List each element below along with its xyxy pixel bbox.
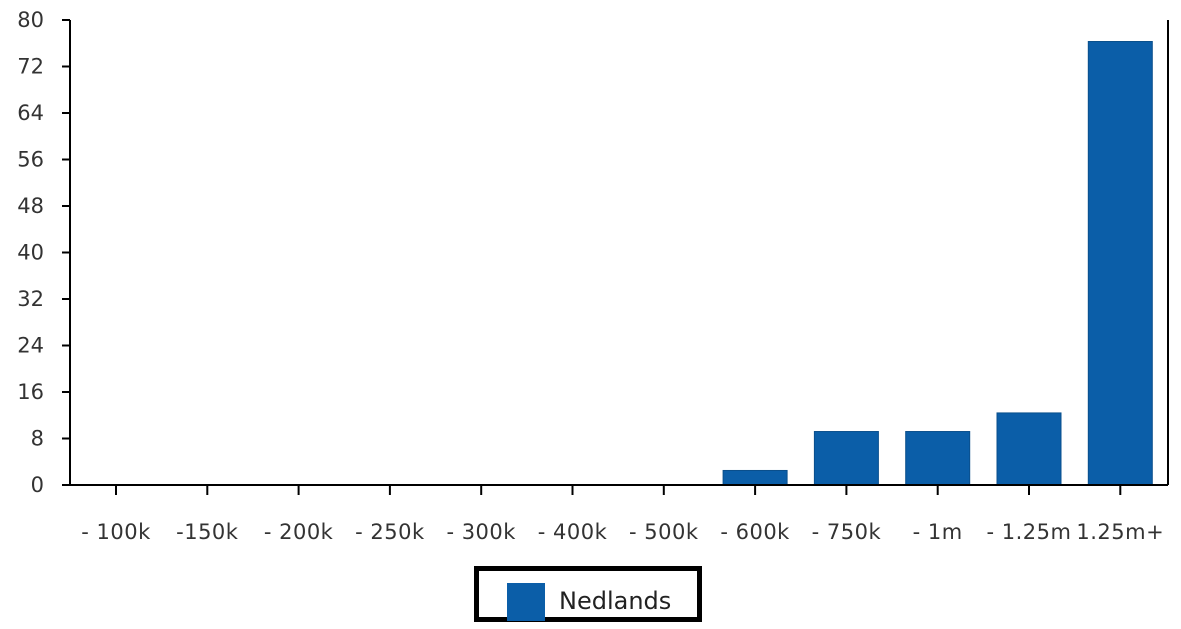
legend-swatch xyxy=(507,583,545,621)
x-tick-label: - 400k xyxy=(538,520,608,544)
y-tick-label: 16 xyxy=(17,380,44,404)
y-tick-label: 40 xyxy=(17,241,44,265)
y-axis-ticks: 0 8 16 24 32 40 48 56 64 72 80 xyxy=(17,8,70,497)
y-tick-label: 24 xyxy=(17,334,44,358)
bar xyxy=(905,431,971,486)
x-axis-ticks: - 100k -150k - 200k - 250k - 300k - 400k - 500… xyxy=(81,485,1164,544)
x-tick-label: - 1m xyxy=(913,520,963,544)
x-tick-label: - 750k xyxy=(812,520,882,544)
y-tick-label: 32 xyxy=(17,287,44,311)
x-tick-label: - 250k xyxy=(355,520,425,544)
y-tick-label: 0 xyxy=(31,473,44,497)
x-tick-label: - 200k xyxy=(264,520,334,544)
y-tick-label: 72 xyxy=(17,55,44,79)
bars-series-nedlands xyxy=(722,41,1153,486)
x-tick-label: 1.25m+ xyxy=(1076,520,1164,544)
bar xyxy=(996,412,1062,486)
legend-label: Nedlands xyxy=(559,587,672,615)
legend: Nedlands xyxy=(474,566,702,622)
bar xyxy=(722,469,788,486)
y-tick-label: 8 xyxy=(31,427,44,451)
bar xyxy=(813,431,879,486)
x-tick-label: - 300k xyxy=(446,520,516,544)
x-tick-label: - 1.25m xyxy=(987,520,1072,544)
y-tick-label: 56 xyxy=(17,148,44,172)
y-tick-label: 80 xyxy=(17,8,44,32)
x-tick-label: - 500k xyxy=(629,520,699,544)
y-tick-label: 48 xyxy=(17,194,44,218)
x-tick-label: -150k xyxy=(176,520,239,544)
bar xyxy=(1087,41,1153,486)
x-tick-label: - 100k xyxy=(81,520,151,544)
x-tick-label: - 600k xyxy=(720,520,790,544)
y-tick-label: 64 xyxy=(17,101,44,125)
